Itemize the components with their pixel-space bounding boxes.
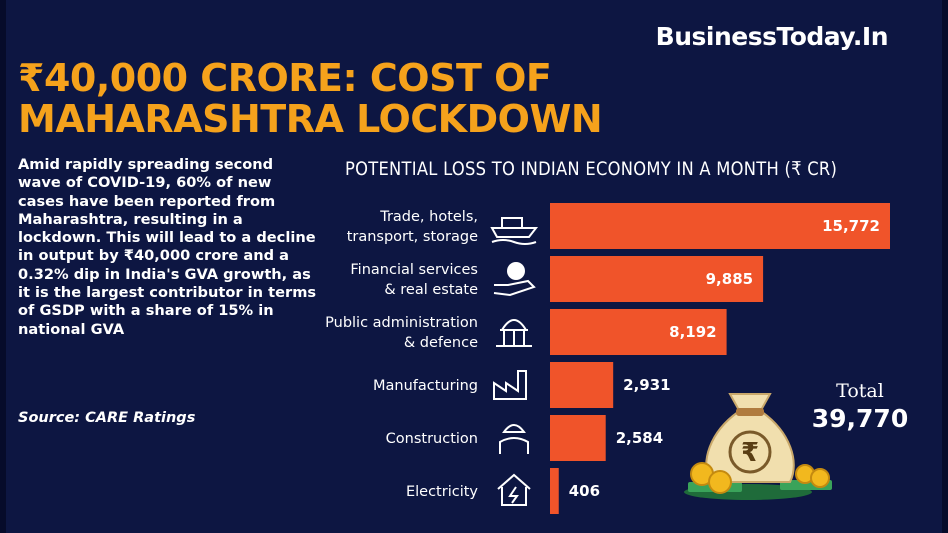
total-block: Total 39,770 bbox=[790, 380, 930, 433]
right-border bbox=[942, 0, 948, 533]
money-hand-icon bbox=[493, 262, 536, 297]
source-note: Source: CARE Ratings bbox=[18, 410, 196, 426]
headline-line-1: ₹40,000 CRORE: COST OF bbox=[18, 56, 552, 100]
bar-3 bbox=[550, 309, 727, 355]
ship-icon bbox=[490, 217, 539, 245]
money-bag-icon: ₹ bbox=[684, 393, 832, 500]
bar-5 bbox=[550, 415, 606, 461]
category-label-1: Trade, hotels, transport, storage bbox=[347, 209, 478, 245]
category-label-2: Financial services & real estate bbox=[350, 262, 478, 298]
total-value: 39,770 bbox=[811, 404, 909, 433]
factory-icon bbox=[493, 370, 527, 400]
bar-value-label-5: 2,584 bbox=[616, 429, 663, 447]
category-label-3: Public administration & defence bbox=[325, 315, 478, 351]
brand-logo: BusinessToday.In bbox=[655, 22, 889, 51]
bar-1 bbox=[550, 203, 890, 249]
house-power-icon bbox=[497, 473, 531, 506]
headline-line-2: MAHARASHTRA LOCKDOWN bbox=[18, 97, 603, 141]
headline: ₹40,000 CRORE: COST OF MAHARASHTRA LOCKD… bbox=[18, 58, 738, 140]
total-label: Total bbox=[836, 380, 884, 402]
bar-value-label-4: 2,931 bbox=[623, 376, 670, 394]
chart-title: POTENTIAL LOSS TO INDIAN ECONOMY IN A MO… bbox=[345, 158, 838, 180]
svg-text:₹: ₹ bbox=[741, 438, 759, 468]
bar-2 bbox=[550, 256, 764, 302]
category-label-5: Construction bbox=[386, 431, 478, 447]
bar-value-label-3: 8,192 bbox=[669, 323, 716, 341]
government-building-icon bbox=[496, 319, 532, 347]
left-border bbox=[0, 0, 6, 533]
bar-4 bbox=[550, 362, 614, 408]
category-label-6: Electricity bbox=[406, 484, 478, 500]
bar-6 bbox=[550, 468, 559, 514]
worker-icon bbox=[499, 424, 529, 454]
body-paragraph: Amid rapidly spreading second wave of CO… bbox=[18, 156, 317, 338]
category-label-4: Manufacturing bbox=[373, 378, 478, 394]
bar-value-label-6: 406 bbox=[569, 482, 600, 500]
bar-value-label-2: 9,885 bbox=[706, 270, 753, 288]
bar-value-label-1: 15,772 bbox=[822, 217, 880, 235]
